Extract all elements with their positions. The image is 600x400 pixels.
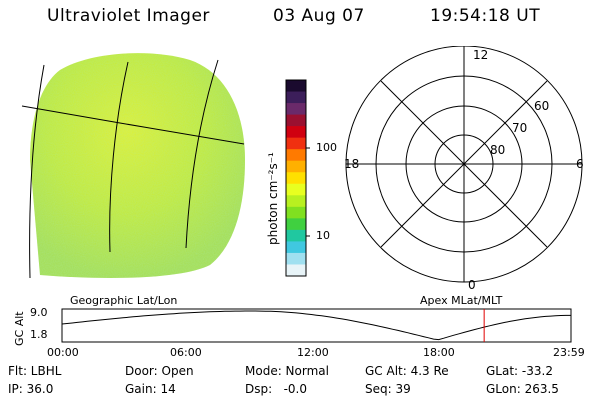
info-glon: GLon: 263.5: [486, 382, 559, 396]
colorbar-stripe: [286, 183, 306, 196]
colorbar: [285, 79, 310, 277]
timeline-xtick-1200: 12:00: [297, 346, 329, 359]
timeline-xtick-1800: 18:00: [423, 346, 455, 359]
mlt-label-12: 12: [473, 48, 488, 62]
timeline-plot: [61, 308, 572, 343]
colorbar-stripe: [286, 229, 306, 242]
colorbar-stripe: [286, 172, 306, 185]
info-door: Door: Open: [125, 364, 194, 378]
date-label: 03 Aug 07: [273, 6, 365, 26]
mlat-label-70: 70: [512, 121, 527, 135]
app-title: Ultraviolet Imager: [47, 6, 210, 26]
colorbar-stripe: [286, 195, 306, 208]
info-filter: Flt: LBHL: [8, 364, 62, 378]
colorbar-stripe: [286, 103, 306, 116]
timeline-ytick-bottom: 1.8: [30, 328, 48, 341]
colorbar-stripe: [286, 252, 306, 265]
colorbar-stripe: [286, 137, 306, 150]
info-seq: Seq: 39: [365, 382, 411, 396]
colorbar-stripe: [286, 91, 306, 104]
geographic-caption: Geographic Lat/Lon: [70, 294, 178, 307]
mlt-label-6: 6: [576, 157, 584, 171]
mlat-label-60: 60: [534, 99, 549, 113]
geographic-grid: [21, 59, 245, 279]
mlt-label-0: 0: [468, 278, 476, 292]
colorbar-stripe: [286, 80, 306, 93]
colorbar-stripe: [286, 206, 306, 219]
info-dsp: Dsp: -0.0: [245, 382, 308, 396]
uv-image-panel: [21, 53, 245, 279]
apex-caption: Apex MLat/MLT: [420, 294, 503, 307]
colorbar-stripe: [286, 241, 306, 254]
info-ip: IP: 36.0: [8, 382, 54, 396]
colorbar-unit-label: photon cm⁻²s⁻¹: [266, 152, 280, 245]
colorbar-tick-10: 10: [316, 229, 330, 242]
info-mode: Mode: Normal: [245, 364, 329, 378]
timeline-xtick-0600: 06:00: [170, 346, 202, 359]
colorbar-stripe: [286, 126, 306, 139]
colorbar-tick-100: 100: [316, 141, 337, 154]
colorbar-stripe: [286, 218, 306, 231]
altitude-curve: [61, 310, 571, 341]
polar-plot: 12 18 6 0 60 70 80: [344, 46, 584, 292]
colorbar-stripe: [286, 149, 306, 162]
colorbar-stripe: [286, 114, 306, 127]
polar-diagonal-2: [380, 80, 548, 248]
mlat-label-80: 80: [490, 143, 505, 157]
info-gc-alt: GC Alt: 4.3 Re: [365, 364, 449, 378]
info-gain: Gain: 14: [125, 382, 176, 396]
timeline-xtick-2359: 23:59: [553, 346, 585, 359]
info-glat: GLat: -33.2: [486, 364, 553, 378]
colorbar-stripes: [286, 80, 306, 277]
timeline-ytick-top: 9.0: [30, 306, 48, 319]
time-label: 19:54:18 UT: [430, 6, 541, 26]
mlt-label-18: 18: [344, 157, 359, 171]
colorbar-stripe: [286, 264, 306, 277]
timeline-xtick-0000: 00:00: [47, 346, 79, 359]
timeline-ylabel: GC Alt: [13, 311, 26, 346]
colorbar-stripe: [286, 160, 306, 173]
